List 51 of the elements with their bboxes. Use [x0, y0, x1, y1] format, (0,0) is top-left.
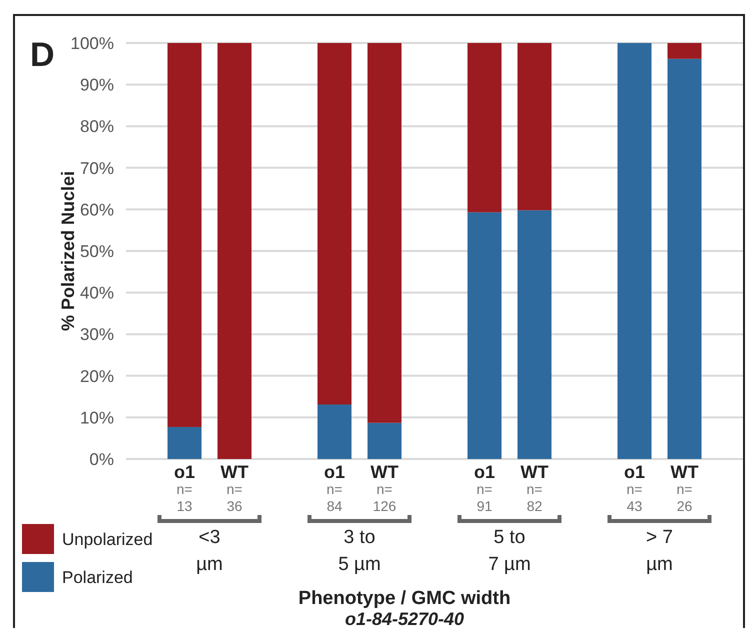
bar: [168, 43, 202, 427]
bar: [618, 43, 652, 459]
text: n= 26: [676, 481, 692, 514]
x-tick-label: WT: [520, 462, 548, 482]
text: n= 84: [326, 481, 342, 514]
text: n= 13: [176, 481, 192, 514]
y-tick-label: 80%: [80, 117, 114, 136]
x-tick-label: WT: [370, 462, 398, 482]
y-tick-label: 0%: [89, 450, 114, 469]
y-tick-label: 40%: [80, 284, 114, 303]
text: 3 to 5 µm: [338, 527, 381, 575]
y-tick-label: 20%: [80, 366, 114, 386]
text: n= 126: [372, 481, 396, 514]
y-tick-label: 50%: [80, 242, 114, 261]
bar: [518, 43, 552, 210]
x-tick-label: WT: [220, 462, 248, 482]
y-tick-label: 70%: [80, 158, 114, 178]
y-axis-title: % Polarized Nuclei: [58, 170, 78, 332]
bar: [318, 43, 352, 405]
y-tick-label: 60%: [80, 200, 114, 220]
bar: [668, 43, 702, 59]
x-tick-label: WT: [670, 462, 698, 482]
y-tick-label: 30%: [80, 325, 114, 344]
x-tick-label: o1: [474, 462, 496, 482]
y-tick-label: 90%: [80, 76, 114, 95]
x-tick-label: o1: [624, 462, 646, 482]
bar: [368, 422, 402, 459]
bar: [318, 404, 352, 459]
bar: [468, 212, 502, 459]
text: n= 43: [626, 481, 642, 514]
bar: [218, 43, 252, 459]
chart-title: D: [30, 36, 55, 74]
bar: [468, 43, 502, 212]
y-tick-label: 100%: [70, 34, 114, 53]
legend-label: Polarized: [62, 568, 133, 587]
text: <3 µm: [196, 527, 223, 575]
bar: [368, 43, 402, 423]
x-tick-label: o1: [324, 462, 346, 482]
y-tick-label: 10%: [80, 408, 114, 428]
text: n= 36: [226, 481, 242, 514]
text: Phenotype / GMC width: [298, 588, 511, 609]
text: n= 91: [476, 481, 492, 514]
text: 5 to 7 µm: [488, 527, 531, 575]
bar: [168, 426, 202, 459]
text: o1-84-5270-40: [344, 609, 464, 629]
bar: [518, 210, 552, 459]
text: > 7 µm: [646, 527, 673, 575]
text: n= 82: [526, 481, 542, 514]
x-tick-label: o1: [174, 462, 196, 482]
bar: [668, 58, 702, 459]
legend-label: Unpolarized: [62, 530, 153, 549]
